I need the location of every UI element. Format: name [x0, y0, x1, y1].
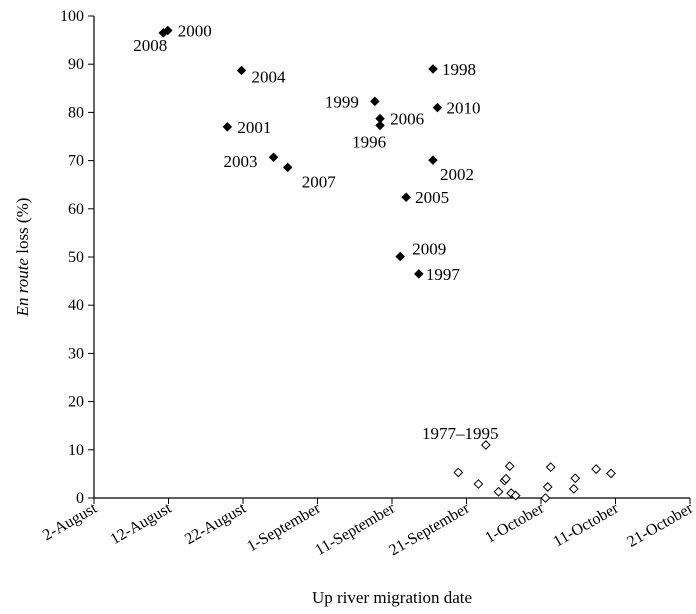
- x-tick-label: 22-August: [182, 499, 249, 548]
- open-diamond-point: [510, 490, 521, 501]
- y-tick-label: 0: [76, 490, 84, 507]
- x-axis-title: Up river migration date: [312, 588, 472, 607]
- x-ticks: 2-August 12-August 22-August1-September11-…: [40, 498, 696, 559]
- y-axis-title: En route loss (%): [13, 198, 32, 318]
- open-diamond-point: [473, 479, 484, 489]
- data-points: [158, 25, 616, 503]
- x-tick-label: 21-September: [386, 499, 473, 559]
- y-tick-label: 30: [68, 345, 84, 362]
- point-year-label: 2007: [302, 172, 337, 191]
- point-year-label: 2005: [415, 188, 449, 207]
- y-tick-label: 40: [68, 297, 84, 314]
- point-year-label: 2004: [252, 67, 287, 86]
- open-diamond-point: [453, 467, 464, 478]
- open-diamond-point: [606, 468, 616, 479]
- y-tick-label: 20: [68, 394, 84, 411]
- point-year-label: 1998: [442, 60, 476, 79]
- point-year-label: 2000: [178, 21, 212, 40]
- open-diamond-point: [504, 461, 515, 472]
- point-year-label: 1997: [426, 265, 461, 284]
- point-year-label: 2006: [390, 110, 424, 129]
- filled-diamond-point: [414, 269, 424, 279]
- axes: [93, 16, 690, 499]
- y-tick-label: 80: [68, 104, 84, 121]
- point-year-label: 2009: [412, 240, 446, 259]
- point-year-label: 2010: [446, 99, 480, 118]
- y-ticks: 0 10 20 30 40 50 60 70 80 90 100: [60, 8, 94, 507]
- x-tick-label: 21-October: [624, 499, 696, 550]
- x-tick-label: 12-August: [107, 499, 174, 548]
- open-diamond-point: [540, 493, 551, 503]
- point-year-label: 2008: [133, 36, 167, 55]
- open-diamond-point: [506, 488, 517, 499]
- y-tick-label: 100: [60, 8, 84, 25]
- filled-diamond-point: [282, 162, 293, 173]
- open-diamond-point: [493, 486, 504, 497]
- filled-diamond-point: [370, 96, 380, 107]
- filled-diamond-point: [268, 152, 279, 162]
- range-label: 1977–1995: [422, 424, 499, 443]
- open-diamond-point: [542, 482, 553, 492]
- point-year-label: 1999: [325, 92, 359, 111]
- filled-diamond-point: [401, 192, 411, 202]
- y-tick-label: 60: [68, 201, 84, 218]
- filled-diamond-point: [395, 251, 405, 262]
- filled-diamond-point: [236, 65, 247, 76]
- open-diamond-point: [480, 440, 491, 450]
- x-tick-label: 1-October: [482, 499, 547, 546]
- point-year-label: 2003: [224, 152, 258, 171]
- filled-diamond-point: [432, 102, 443, 113]
- y-tick-label: 70: [68, 153, 84, 170]
- filled-diamond-point: [428, 64, 438, 74]
- x-tick-label: 11-October: [550, 499, 622, 550]
- open-diamond-point: [568, 483, 579, 494]
- y-tick-label: 50: [68, 249, 84, 266]
- filled-diamond-point: [162, 25, 173, 36]
- open-diamond-point: [545, 462, 556, 473]
- point-year-label: 1996: [352, 132, 386, 151]
- y-axis-title-rest: loss (%): [13, 198, 32, 258]
- point-year-label: 2002: [440, 165, 474, 184]
- x-tick-label: 11-September: [312, 499, 398, 559]
- filled-diamond-point: [375, 120, 385, 131]
- x-tick-label: 1-September: [244, 499, 324, 555]
- y-tick-label: 10: [68, 442, 84, 459]
- y-tick-label: 90: [68, 56, 84, 73]
- filled-diamond-point: [428, 155, 438, 165]
- point-year-label: 2001: [237, 118, 271, 137]
- y-axis-title-italic: En route: [13, 258, 32, 318]
- x-tick-label: 2-August: [40, 499, 101, 544]
- open-diamond-point: [501, 473, 511, 484]
- open-diamond-point: [570, 473, 581, 484]
- filled-diamond-point: [222, 122, 233, 132]
- open-diamond-point: [591, 464, 602, 474]
